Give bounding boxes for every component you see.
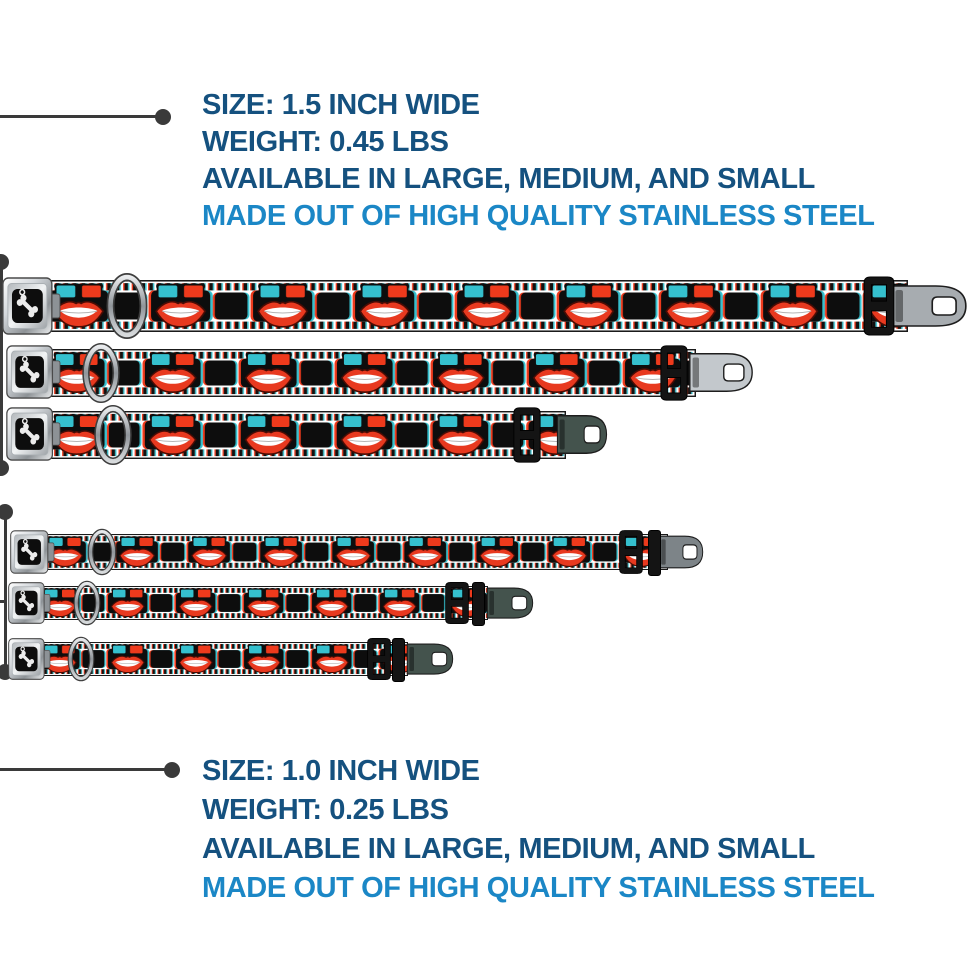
d-ring <box>80 342 122 404</box>
keeper-bar <box>392 638 405 682</box>
callout-dot-bottom <box>164 762 180 778</box>
spec-block-bottom: SIZE: 1.0 INCH WIDE WEIGHT: 0.25 LBS AVA… <box>202 752 875 908</box>
d-ring <box>86 528 118 576</box>
spec-sizes-bottom: AVAILABLE IN LARGE, MEDIUM, AND SMALL <box>202 833 815 865</box>
d-ring <box>92 404 134 466</box>
collar-15in-medium <box>6 342 756 404</box>
spec-sizes-top: AVAILABLE IN LARGE, MEDIUM, AND SMALL <box>202 163 815 195</box>
end-tab <box>891 285 967 327</box>
keeper-bar <box>472 582 485 626</box>
collar-strap <box>46 349 696 397</box>
seatbelt-buckle <box>6 407 61 461</box>
spec-weight-bottom: WEIGHT: 0.25 LBS <box>202 794 449 826</box>
seatbelt-buckle <box>8 582 51 624</box>
tri-glide-slider <box>513 407 541 463</box>
seatbelt-buckle <box>8 638 51 680</box>
collar-strap <box>46 411 566 459</box>
bracket-line-bottom-group <box>4 512 7 672</box>
end-tab <box>689 353 753 392</box>
bracket-dot-top2 <box>0 460 9 476</box>
end-tab <box>486 587 534 619</box>
spec-weight-top: WEIGHT: 0.45 LBS <box>202 126 449 158</box>
seatbelt-buckle <box>6 345 61 399</box>
spec-material-top: MADE OUT OF HIGH QUALITY STAINLESS STEEL <box>202 200 875 232</box>
callout-dot-top <box>155 109 171 125</box>
bracket-line-top-group <box>0 262 3 468</box>
tri-glide-slider <box>445 581 469 625</box>
bracket-dot-top1 <box>0 254 9 270</box>
spec-block-top: SIZE: 1.5 INCH WIDE WEIGHT: 0.45 LBS AVA… <box>202 87 875 235</box>
collar-strap <box>46 280 908 332</box>
collar-10in-large <box>10 528 710 576</box>
spec-material-bottom: MADE OUT OF HIGH QUALITY STAINLESS STEEL <box>202 872 875 904</box>
end-tab <box>658 535 704 569</box>
collar-15in-large <box>2 272 968 340</box>
tri-glide-slider <box>660 345 688 401</box>
bracket-tick-bottom-group <box>0 600 7 603</box>
d-ring <box>72 580 102 626</box>
end-tab <box>406 643 454 675</box>
collar-15in-small <box>6 404 626 466</box>
spec-size-bottom: SIZE: 1.0 INCH WIDE <box>202 755 480 787</box>
keeper-bar <box>648 530 661 576</box>
callout-line-bottom <box>0 768 166 771</box>
tri-glide-slider <box>619 530 643 574</box>
bracket-dot-bottom1 <box>0 504 13 520</box>
d-ring <box>66 636 96 682</box>
spec-size-top: SIZE: 1.5 INCH WIDE <box>202 89 480 121</box>
d-ring <box>104 272 150 340</box>
tri-glide-slider <box>863 276 895 336</box>
callout-line-top <box>0 115 158 118</box>
collar-10in-medium <box>8 580 538 626</box>
tri-glide-slider <box>367 637 391 681</box>
collar-10in-small <box>8 636 454 682</box>
collar-strap <box>38 586 488 620</box>
end-tab <box>556 415 608 454</box>
seatbelt-buckle <box>2 277 61 335</box>
collar-strap <box>42 534 668 570</box>
seatbelt-buckle <box>10 530 55 574</box>
